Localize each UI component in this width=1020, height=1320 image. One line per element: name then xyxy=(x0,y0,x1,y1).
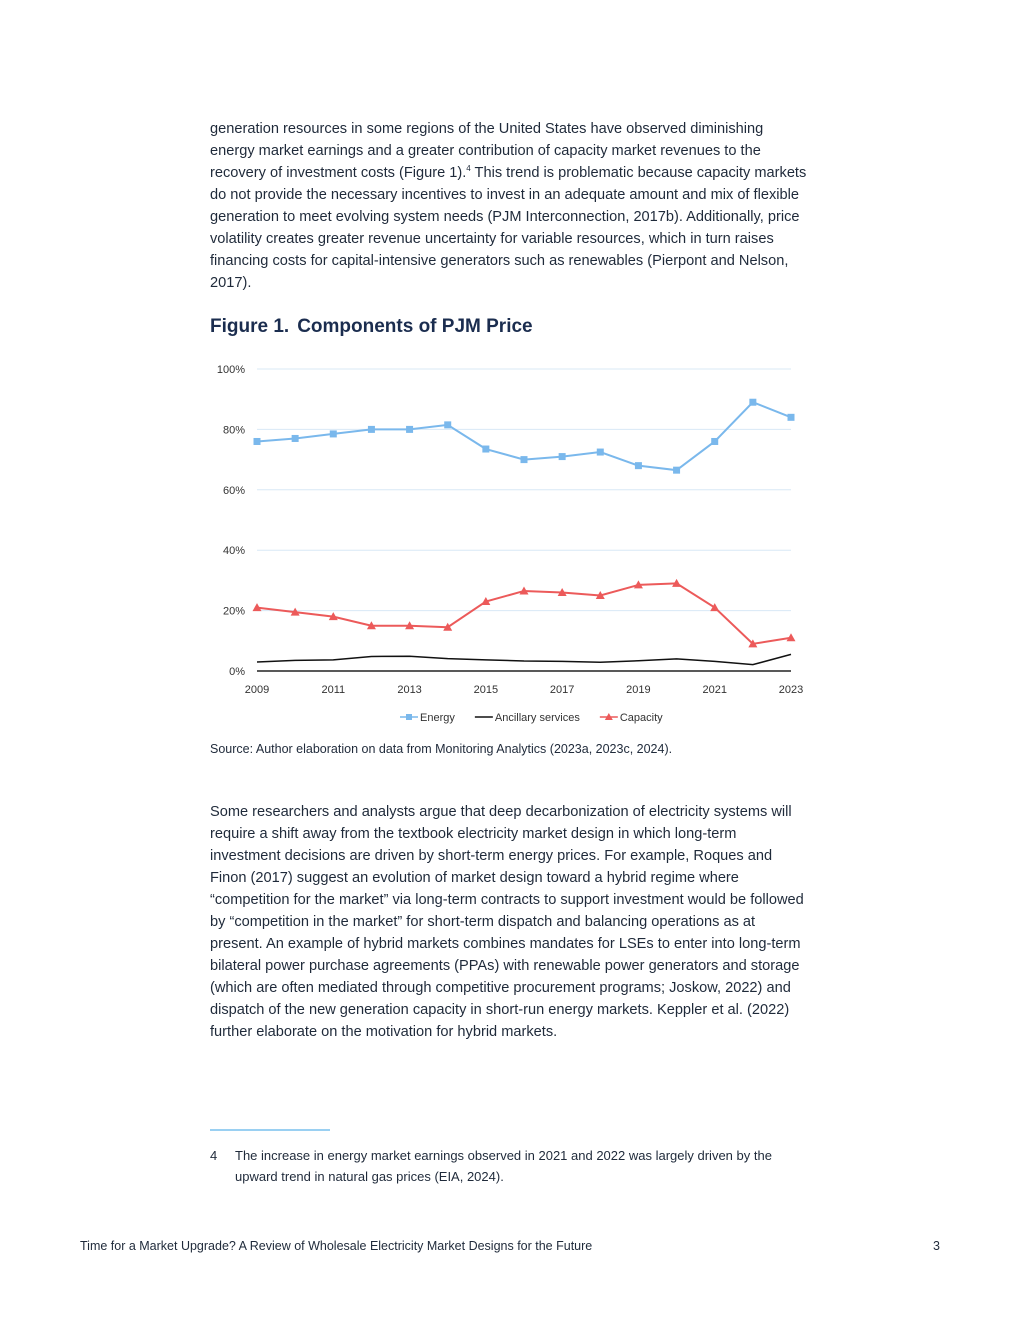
data-point-energy xyxy=(520,456,528,464)
data-point-energy xyxy=(634,462,642,470)
data-point-energy xyxy=(329,430,337,438)
y-axis-tick-labels: 0% 20% 40% 60% 80% 100% xyxy=(217,364,245,678)
page-number: 3 xyxy=(933,1239,940,1253)
figure-title: Figure 1. Components of PJM Price xyxy=(210,316,533,338)
legend-item-energy: Energy xyxy=(400,712,455,724)
footnote-divider xyxy=(210,1129,330,1131)
x-axis-tick-labels: 2009 2011 2013 2015 2017 2019 2021 2023 xyxy=(245,684,803,696)
figure-title-text: Components of PJM Price xyxy=(297,316,533,337)
para1-text-a: generation resources in some regions of … xyxy=(210,121,764,181)
footnote-ref[interactable]: 4 xyxy=(466,164,471,174)
pjm-price-chart: 0%20%40%60%80%100% 2009 2011 2013 2015 2017 2… xyxy=(217,364,803,724)
legend-label: Capacity xyxy=(620,712,663,724)
data-point-capacity xyxy=(481,597,491,606)
chart-series xyxy=(252,398,796,666)
data-point-capacity xyxy=(405,621,415,630)
chart-gridlines xyxy=(257,368,791,672)
data-point-capacity xyxy=(748,639,758,648)
para1-text-b: This trend is problematic because capaci… xyxy=(210,165,807,291)
data-point-energy xyxy=(406,425,414,433)
data-point-energy xyxy=(596,448,604,456)
data-point-energy xyxy=(253,437,261,445)
data-point-capacity xyxy=(443,622,453,631)
figure-number: Figure 1. xyxy=(210,316,290,337)
y-tick-label: 60% xyxy=(223,485,245,497)
data-point-energy xyxy=(749,398,757,406)
y-tick-label: 0% xyxy=(229,666,245,678)
data-point-energy xyxy=(711,437,719,445)
data-point-energy xyxy=(367,425,375,433)
data-point-capacity xyxy=(252,603,262,612)
legend-label: Energy xyxy=(420,712,455,724)
data-point-capacity xyxy=(710,603,720,612)
series-line-ancillary-services xyxy=(256,653,792,666)
body-paragraph-2: Some researchers and analysts argue that… xyxy=(210,804,804,1040)
data-point-energy xyxy=(444,421,452,429)
data-point-capacity xyxy=(519,586,529,595)
figure-source: Source: Author elaboration on data from … xyxy=(210,742,673,756)
x-tick-label: 2015 xyxy=(474,684,498,696)
x-tick-label: 2019 xyxy=(626,684,650,696)
footnote-number: 4 xyxy=(210,1148,218,1163)
legend-marker xyxy=(406,714,412,720)
y-tick-label: 40% xyxy=(223,545,245,557)
x-tick-label: 2021 xyxy=(702,684,726,696)
y-tick-label: 100% xyxy=(217,364,245,376)
x-tick-label: 2023 xyxy=(779,684,803,696)
footer-title: Time for a Market Upgrade? A Review of W… xyxy=(80,1239,593,1253)
footnote-text: The increase in energy market earnings o… xyxy=(235,1148,772,1184)
legend-label: Ancillary services xyxy=(495,712,580,724)
chart-legend: Energy Ancillary services Capacity xyxy=(400,712,663,724)
data-point-capacity xyxy=(595,591,605,599)
data-point-capacity xyxy=(557,587,567,596)
data-point-energy xyxy=(787,413,795,421)
legend-item-ancillary-services: Ancillary services xyxy=(474,712,580,724)
series-ancillary-services xyxy=(256,653,792,666)
y-tick-label: 20% xyxy=(223,606,245,618)
data-point-capacity xyxy=(366,621,376,630)
series-energy xyxy=(253,398,795,474)
x-tick-label: 2009 xyxy=(245,684,269,696)
footnote: 4 The increase in energy market earnings … xyxy=(210,1145,810,1187)
x-tick-label: 2017 xyxy=(550,684,574,696)
legend-item-capacity: Capacity xyxy=(599,712,663,724)
data-point-capacity xyxy=(672,578,682,587)
data-point-energy xyxy=(291,434,299,442)
legend-marker xyxy=(604,713,613,720)
series-capacity xyxy=(252,578,796,648)
y-tick-label: 80% xyxy=(223,424,245,436)
body-paragraph-1: generation resources in some regions of … xyxy=(210,118,810,294)
data-point-energy xyxy=(673,466,681,474)
data-point-capacity xyxy=(290,607,300,616)
data-point-capacity xyxy=(633,580,643,589)
data-point-capacity xyxy=(786,633,796,642)
data-point-energy xyxy=(482,445,490,453)
x-tick-label: 2013 xyxy=(397,684,421,696)
x-tick-label: 2011 xyxy=(321,684,345,696)
data-point-energy xyxy=(558,453,566,461)
data-point-capacity xyxy=(328,612,338,621)
